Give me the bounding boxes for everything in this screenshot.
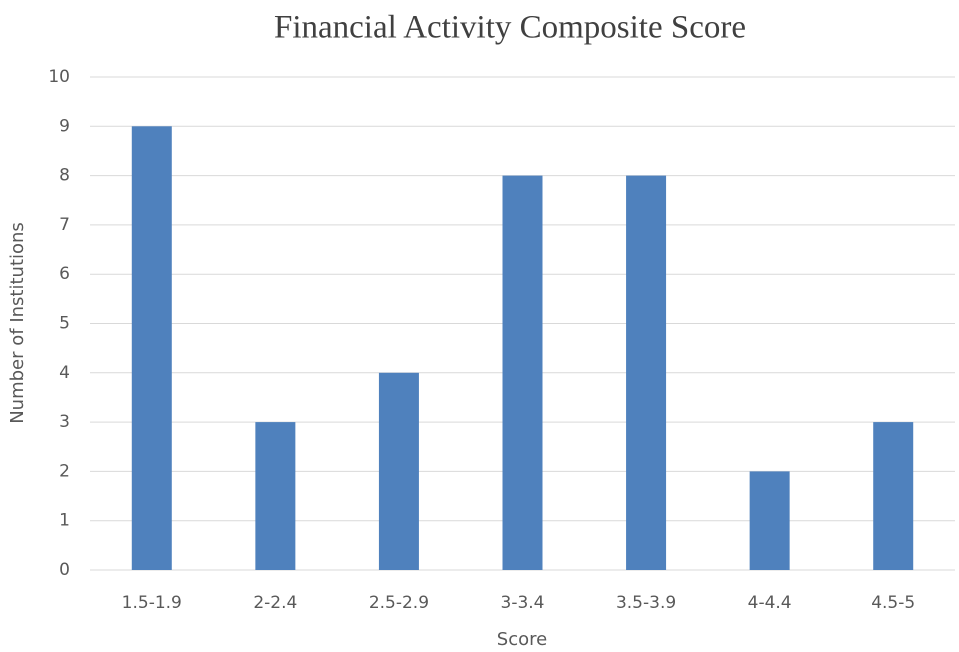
x-tick-label: 3.5-3.9 xyxy=(616,593,676,613)
bar xyxy=(873,422,914,570)
y-tick-label: 3 xyxy=(59,412,70,432)
x-axis-title: Score xyxy=(497,629,547,650)
x-tick-label: 3-3.4 xyxy=(501,593,545,613)
bar xyxy=(502,175,543,570)
bar xyxy=(626,175,667,570)
y-tick-label: 5 xyxy=(59,314,70,334)
chart-title: Financial Activity Composite Score xyxy=(274,10,746,46)
y-tick-label: 10 xyxy=(48,67,70,87)
bar xyxy=(378,372,419,570)
x-tick-label: 2.5-2.9 xyxy=(369,593,429,613)
y-axis-title: Number of Institutions xyxy=(7,222,28,424)
x-tick-label: 2-2.4 xyxy=(253,593,297,613)
x-tick-label: 4.5-5 xyxy=(871,593,915,613)
x-tick-label: 1.5-1.9 xyxy=(122,593,182,613)
y-tick-label: 2 xyxy=(59,461,70,481)
y-tick-label: 7 xyxy=(59,215,70,235)
y-tick-label: 0 xyxy=(59,560,70,580)
y-tick-label: 4 xyxy=(59,363,70,383)
bar xyxy=(131,126,172,571)
bar xyxy=(255,422,296,570)
y-tick-label: 6 xyxy=(59,264,70,284)
y-tick-label: 1 xyxy=(59,511,70,531)
bar xyxy=(749,471,790,570)
x-tick-label: 4-4.4 xyxy=(748,593,792,613)
y-tick-label: 8 xyxy=(59,166,70,186)
y-tick-label: 9 xyxy=(59,116,70,136)
